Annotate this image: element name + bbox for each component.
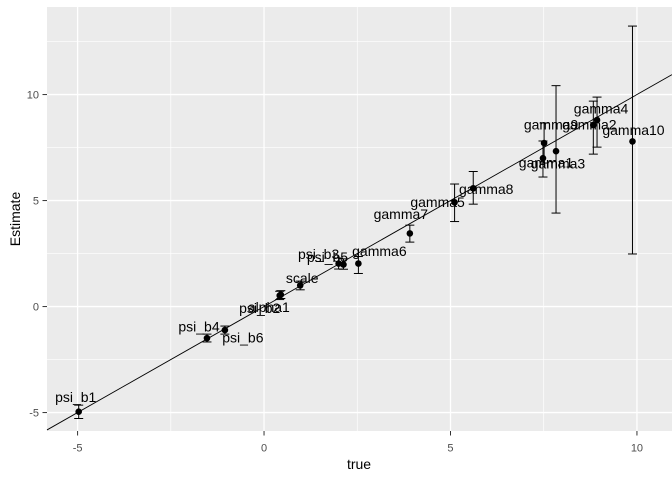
data-point-gamma3 [539, 154, 547, 162]
point-label-gamma7: gamma7 [374, 206, 429, 222]
x-axis-title: true [346, 456, 372, 472]
point-label-gamma4: gamma4 [574, 100, 629, 116]
data-point-scale [296, 282, 304, 289]
point-label-gamma9: gamma9 [524, 117, 579, 133]
data-point-psi_b5 [340, 261, 347, 268]
x-tick-label: -5 [73, 443, 83, 455]
x-tick-label: 10 [631, 443, 643, 455]
y-tick-label: -5 [29, 408, 39, 420]
point-label-psi_b4: psi_b4 [178, 319, 219, 335]
identity-reference-line [46, 74, 672, 431]
data-point-gamma4 [593, 116, 601, 124]
point-label-psi_b5: psi_b5 [307, 249, 348, 265]
data-point-alpha1 [277, 291, 285, 298]
data-point-gamma6 [355, 260, 362, 267]
y-tick-label: 10 [27, 90, 39, 102]
data-point-gamma7 [406, 230, 414, 237]
point-label-alpha1: alpha1 [248, 299, 290, 315]
point-label-gamma10: gamma10 [602, 122, 664, 138]
data-point-gamma2 [590, 121, 597, 129]
point-label-gamma5: gamma5 [410, 194, 465, 210]
data-point-psi_b1 [75, 408, 82, 416]
y-axis-title: Estimate [7, 191, 23, 247]
point-label-psi_b2: psi_b2 [239, 300, 280, 316]
data-point-gamma8 [469, 184, 477, 192]
x-tick-label: 5 [447, 443, 453, 455]
point-label-psi_b6: psi_b6 [222, 330, 263, 346]
point-label-gamma8: gamma8 [459, 181, 514, 197]
point-label-psi_b1: psi_b1 [55, 389, 96, 405]
y-tick-label: 5 [33, 196, 39, 208]
plot-panel [47, 7, 672, 431]
data-point-gamma10 [629, 138, 636, 145]
data-point-psi_b6 [221, 326, 229, 334]
point-label-gamma3: gamma3 [531, 156, 586, 172]
y-tick-label: 0 [33, 302, 39, 314]
data-point-gamma5 [451, 198, 458, 206]
point-label-psi_b3: psi_b3 [298, 246, 339, 262]
x-tick-label: 0 [261, 443, 267, 455]
data-point-psi_b4 [203, 334, 211, 342]
point-label-gamma1: gamma1 [519, 155, 574, 171]
point-label-gamma6: gamma6 [352, 243, 407, 259]
data-point-gamma1 [552, 147, 560, 155]
point-label-gamma2: gamma2 [562, 117, 617, 133]
point-label-scale: scale [286, 270, 319, 286]
